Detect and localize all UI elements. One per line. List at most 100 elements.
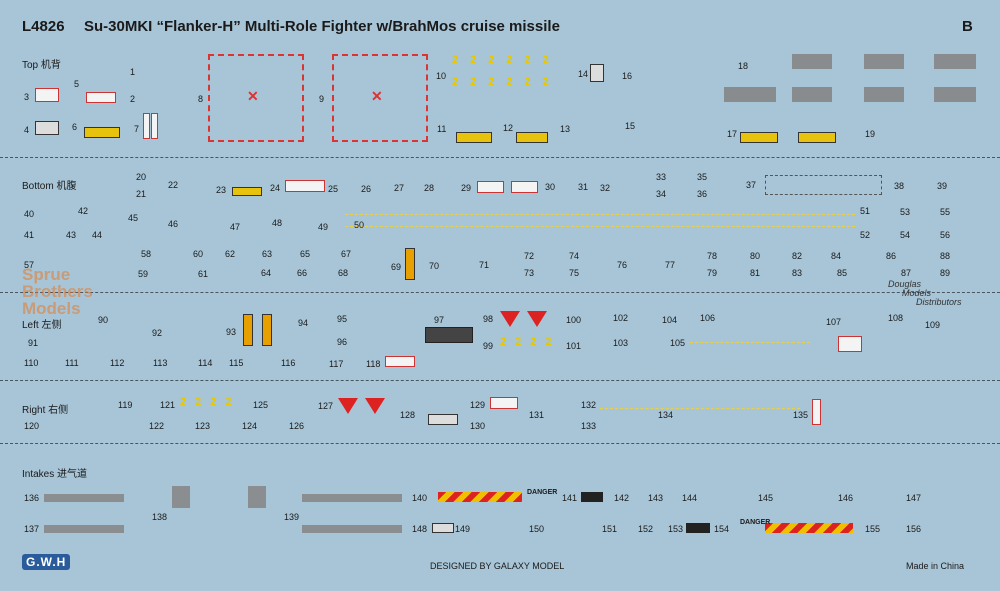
- decal-number: 22: [168, 180, 179, 190]
- canopy-frame-decal: [332, 54, 428, 142]
- panel-decal: [864, 54, 904, 69]
- decal-number: 155: [865, 524, 881, 534]
- decal-number: 9: [319, 94, 325, 104]
- stencil-decal: [432, 523, 454, 533]
- decal-number: 36: [697, 189, 708, 199]
- stencil-decal: [765, 175, 882, 195]
- decal-number: 21: [136, 189, 147, 199]
- decal-number: 58: [141, 249, 152, 259]
- decal-number: 101: [566, 341, 582, 351]
- decal-number: 32: [600, 183, 611, 193]
- watermark-line: Douglas: [888, 279, 922, 289]
- stencil-decal: [812, 399, 821, 425]
- decal-number: 68: [338, 268, 349, 278]
- decal-number: 114: [198, 358, 213, 368]
- decal-number: 100: [566, 315, 582, 325]
- decal-number: 130: [470, 421, 486, 431]
- decal-number: 99: [483, 341, 494, 351]
- decal-number: 23: [216, 185, 227, 195]
- decal-number: 35: [697, 172, 708, 182]
- walkway-marks: 222222: [452, 54, 561, 66]
- decal-number: 123: [195, 421, 211, 431]
- decal-number: 75: [569, 268, 580, 278]
- decal-number: 43: [66, 230, 77, 240]
- decal-number: 120: [24, 421, 40, 431]
- warning-triangle-icon: [365, 398, 385, 414]
- section-intakes-label: Intakes 进气道: [22, 469, 88, 480]
- decal-number: 115: [229, 358, 244, 368]
- decal-number: 85: [837, 268, 848, 278]
- decal-number: 55: [940, 207, 951, 217]
- warning-triangle-icon: [338, 398, 358, 414]
- decal-number: 61: [198, 269, 209, 279]
- decal-number: 53: [900, 207, 911, 217]
- decal-number: 7: [134, 124, 140, 134]
- decal-number: 108: [888, 313, 904, 323]
- decal-number: 143: [648, 493, 664, 503]
- decal-number: 41: [24, 230, 35, 240]
- stencil-decal: [511, 181, 538, 193]
- decal-number: 81: [750, 268, 761, 278]
- decal-number: 26: [361, 184, 372, 194]
- warning-placard: [243, 314, 253, 346]
- decal-number: 82: [792, 251, 803, 261]
- walkway-marks: 2222: [500, 336, 561, 348]
- section-divider: [0, 443, 1000, 444]
- walkway-marks: 2222: [180, 396, 241, 408]
- stencil-decal: [35, 121, 59, 135]
- decal-number: 145: [758, 493, 774, 503]
- decal-number: 138: [152, 512, 168, 522]
- stripe-decal: [143, 113, 150, 139]
- panel-decal: [864, 87, 904, 102]
- panel-decal: [724, 87, 776, 102]
- canopy-frame-decal: [208, 54, 304, 142]
- watermark-line: Distributors: [916, 297, 962, 307]
- panel-decal: [934, 54, 976, 69]
- decal-number: 18: [738, 61, 749, 71]
- decal-number: 149: [455, 524, 471, 534]
- decal-number: 30: [545, 182, 556, 192]
- decal-number: 67: [341, 249, 352, 259]
- sheet-title: Su-30MKI “Flanker-H” Multi-Role Fighter …: [84, 18, 560, 35]
- decal-number: 48: [272, 218, 283, 228]
- section-right-label: Right 右侧: [22, 405, 69, 416]
- decal-number: 146: [838, 493, 854, 503]
- decal-number: 51: [860, 206, 871, 216]
- decal-number: 70: [429, 261, 440, 271]
- watermark-line: Models: [902, 288, 932, 298]
- decal-number: 106: [700, 313, 716, 323]
- decal-number: 117: [329, 359, 344, 369]
- decal-number: 142: [614, 493, 630, 503]
- intake-strip-decal: [44, 525, 124, 533]
- decal-number: 65: [300, 249, 311, 259]
- decal-number: 121: [160, 400, 176, 410]
- stencil-decal: [581, 492, 603, 502]
- decal-number: 10: [436, 71, 447, 81]
- cross-mark-icon: ✕: [247, 88, 259, 104]
- warning-placard: [740, 132, 778, 143]
- decal-number: 139: [284, 512, 300, 522]
- decal-number: 29: [461, 183, 472, 193]
- decal-number: 13: [560, 124, 571, 134]
- decal-number: 59: [138, 269, 149, 279]
- panel-decal: [792, 54, 832, 69]
- danger-label: DANGER: [527, 489, 558, 496]
- decal-number: 38: [894, 181, 905, 191]
- decal-number: 140: [412, 493, 428, 503]
- decal-number: 124: [242, 421, 258, 431]
- decal-number: 74: [569, 251, 580, 261]
- decal-number: 57: [24, 260, 35, 270]
- stencil-decal: [385, 356, 415, 367]
- decal-number: 136: [24, 493, 40, 503]
- decal-number: 14: [578, 69, 589, 79]
- stencil-decal: [686, 523, 710, 533]
- walkway-line: [600, 408, 800, 409]
- decal-number: 25: [328, 184, 339, 194]
- decal-number: 69: [391, 262, 402, 272]
- stencil-decal: [590, 64, 604, 82]
- decal-number: 4: [24, 125, 30, 135]
- decal-number: 112: [110, 358, 125, 368]
- walkway-line: [690, 342, 810, 343]
- product-code: L4826: [22, 18, 65, 35]
- stencil-decal: [477, 181, 504, 193]
